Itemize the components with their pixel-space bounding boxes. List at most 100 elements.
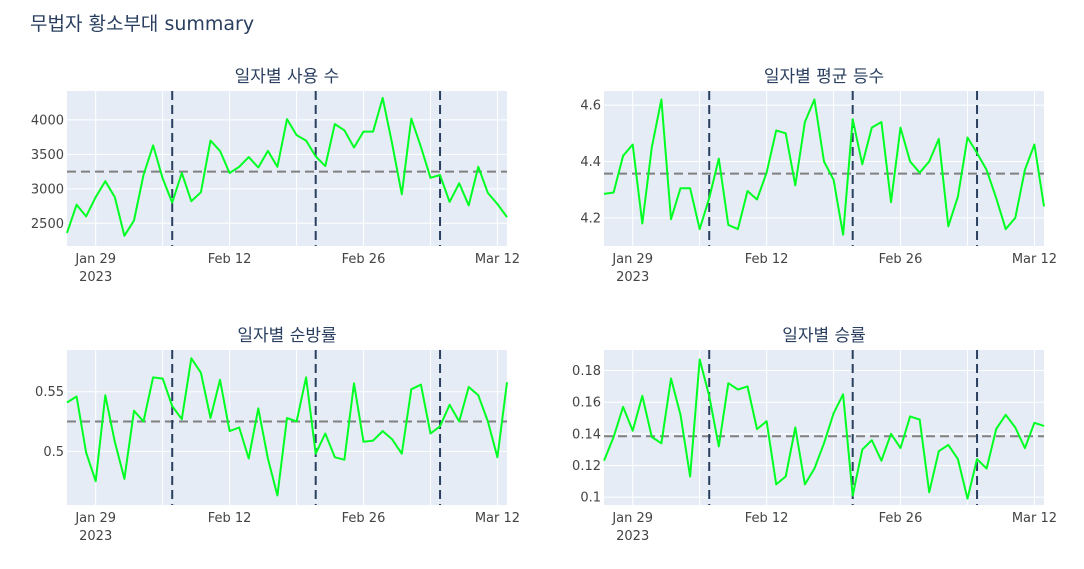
data-point <box>766 172 768 174</box>
data-point <box>420 384 422 386</box>
data-point <box>813 468 815 470</box>
data-point <box>487 192 489 194</box>
data-point <box>229 430 231 432</box>
y-tick-label: 4000 <box>31 113 64 128</box>
data-point <box>680 414 682 416</box>
plot-area <box>604 350 1044 505</box>
data-point <box>976 152 978 154</box>
data-point <box>670 378 672 380</box>
data-point <box>391 438 393 440</box>
data-point <box>487 421 489 423</box>
data-point <box>651 436 653 438</box>
y-tick-label: 2500 <box>31 217 64 232</box>
data-point <box>477 394 479 396</box>
data-point <box>919 419 921 421</box>
series-line <box>66 357 508 497</box>
data-point <box>430 433 432 435</box>
data-point <box>66 232 68 234</box>
y-tick-label: 4.4 <box>580 155 601 170</box>
data-point <box>363 131 365 133</box>
data-point <box>603 460 605 462</box>
data-point <box>708 395 710 397</box>
data-point <box>833 179 835 181</box>
data-point <box>880 460 882 462</box>
data-point <box>248 458 250 460</box>
panel-title: 일자별 순방률 <box>237 326 336 346</box>
data-point <box>95 196 97 198</box>
data-point <box>324 165 326 167</box>
data-point <box>785 476 787 478</box>
data-point <box>85 215 87 217</box>
data-point <box>737 389 739 391</box>
panel-title: 일자별 평균 등수 <box>764 67 884 87</box>
data-point <box>238 427 240 429</box>
data-point <box>200 191 202 193</box>
data-point <box>315 453 317 455</box>
data-point <box>766 420 768 422</box>
data-point <box>833 412 835 414</box>
data-point <box>506 381 508 383</box>
data-point <box>727 382 729 384</box>
chart-panel: 일자별 평균 등수 4.2 4.4 4.6 Jan 29 2023 Feb 12 Feb 26… <box>580 67 1057 285</box>
data-point <box>794 427 796 429</box>
data-point <box>143 174 145 176</box>
data-point <box>123 478 125 480</box>
data-point <box>995 197 997 199</box>
data-point <box>305 140 307 142</box>
x-tick-year: 2023 <box>616 529 649 544</box>
data-point <box>938 138 940 140</box>
data-point <box>861 163 863 165</box>
data-point <box>152 376 154 378</box>
data-point <box>641 223 643 225</box>
x-tick-label: Feb 26 <box>879 511 923 526</box>
data-point <box>804 121 806 123</box>
data-point <box>76 396 78 398</box>
data-point <box>900 447 902 449</box>
data-point <box>1043 206 1045 208</box>
x-tick-label: Mar 12 <box>475 252 520 267</box>
data-point <box>114 441 116 443</box>
data-point <box>919 172 921 174</box>
data-point <box>190 200 192 202</box>
data-point <box>162 178 164 180</box>
chart-panel: 일자별 사용 수 2500 3000 3500 4000 Jan 29 2023 Feb 12… <box>31 67 520 285</box>
data-point <box>727 224 729 226</box>
data-point <box>1024 169 1026 171</box>
series-line <box>603 98 1045 236</box>
data-point <box>449 201 451 203</box>
x-tick-year: 2023 <box>616 270 649 285</box>
data-point <box>699 359 701 361</box>
data-point <box>967 137 969 139</box>
data-point <box>976 458 978 460</box>
data-point <box>238 166 240 168</box>
data-point <box>219 379 221 381</box>
data-point <box>267 150 269 152</box>
data-point <box>315 155 317 157</box>
data-point <box>133 220 135 222</box>
x-tick-label: Feb 12 <box>208 252 252 267</box>
data-point <box>496 456 498 458</box>
plot-area <box>67 350 507 505</box>
y-tick-label: 3500 <box>31 148 64 163</box>
data-point <box>66 402 68 404</box>
data-point <box>181 172 183 174</box>
data-point <box>813 99 815 101</box>
data-point <box>296 134 298 136</box>
data-point <box>613 192 615 194</box>
data-point <box>880 121 882 123</box>
data-point <box>947 225 949 227</box>
data-point <box>181 418 183 420</box>
data-point <box>823 161 825 163</box>
panel-title: 일자별 사용 수 <box>235 67 340 87</box>
y-tick-label: 4.6 <box>580 99 601 114</box>
y-tick-label: 3000 <box>31 182 64 197</box>
y-tick-label: 0.55 <box>35 385 64 400</box>
data-point <box>1043 425 1045 427</box>
data-point <box>1005 228 1007 230</box>
data-point <box>382 430 384 432</box>
data-point <box>276 166 278 168</box>
data-point <box>276 495 278 497</box>
plot-area <box>67 91 507 246</box>
data-point <box>190 357 192 359</box>
